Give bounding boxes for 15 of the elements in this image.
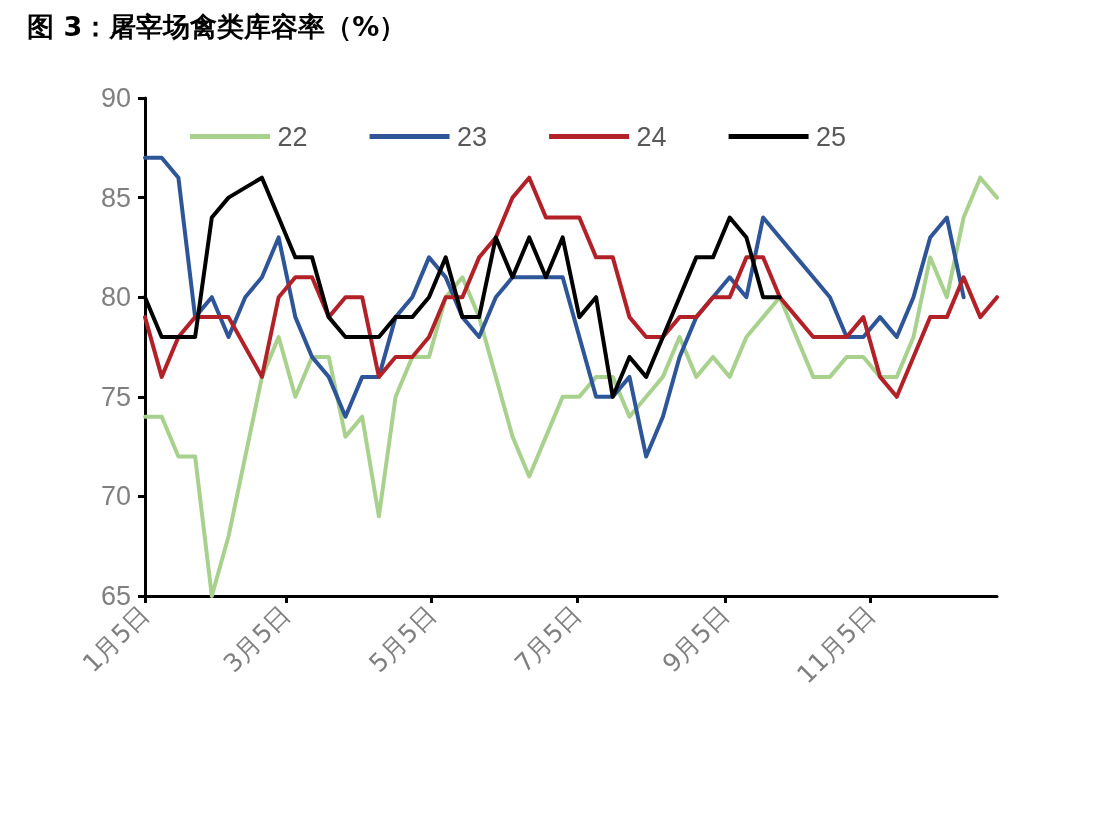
x-tick-label: 9月5日 — [656, 599, 736, 679]
y-tick-label: 75 — [100, 381, 131, 412]
x-tick-label: 3月5日 — [217, 599, 297, 679]
chart-title: 图 3：屠宰场禽类库容率（%） — [27, 11, 407, 42]
x-tick-label: 11月5日 — [791, 599, 881, 690]
x-tick-label: 7月5日 — [508, 599, 588, 679]
y-tick-label: 80 — [100, 282, 131, 313]
x-tick-label: 5月5日 — [363, 599, 442, 679]
legend-label: 25 — [816, 121, 847, 152]
legend-label: 22 — [277, 121, 308, 152]
y-tick-label: 90 — [100, 83, 131, 113]
y-tick-label: 70 — [100, 481, 131, 512]
legend-label: 23 — [457, 121, 488, 152]
legend-label: 24 — [636, 121, 667, 152]
y-tick-label: 85 — [100, 182, 131, 213]
